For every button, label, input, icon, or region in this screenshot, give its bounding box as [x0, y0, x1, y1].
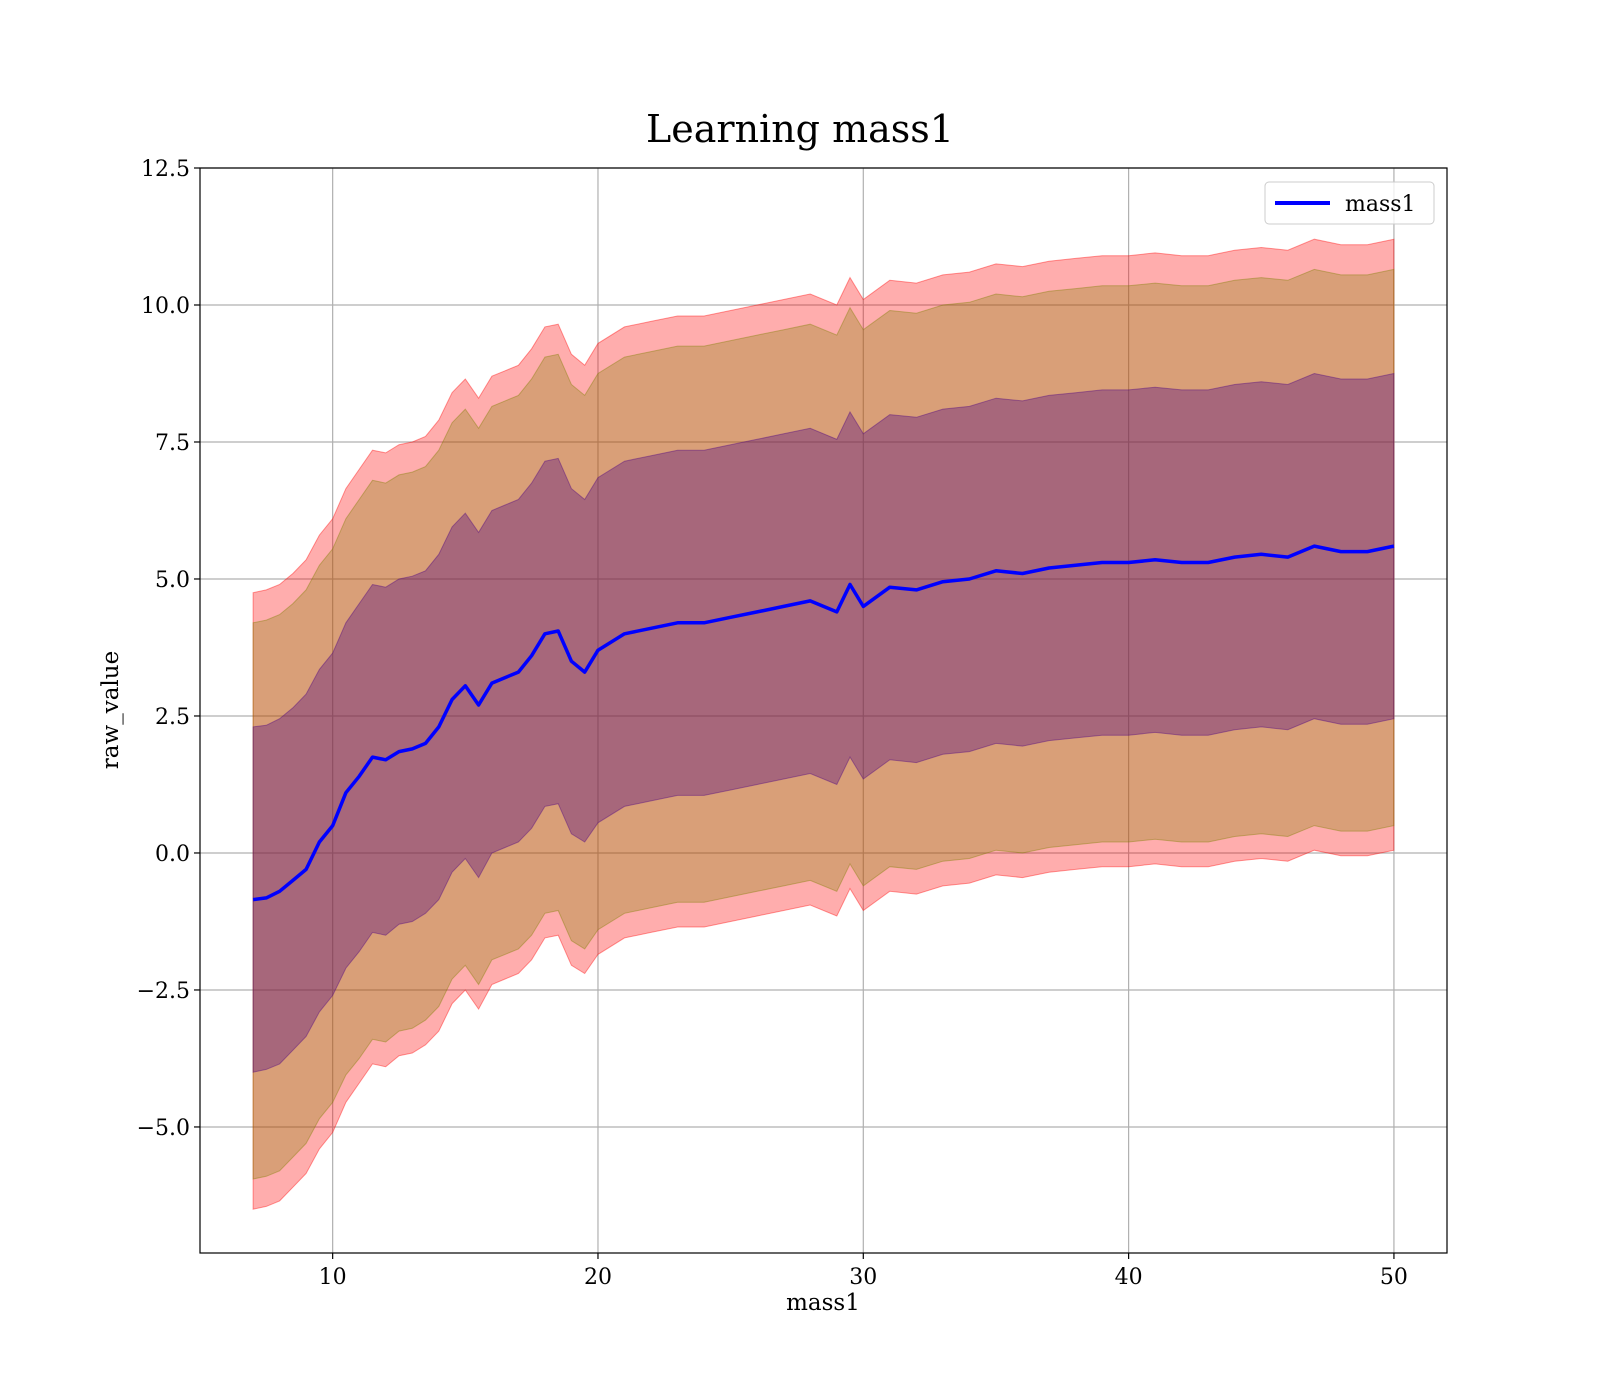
- confidence-band-3: [252, 238, 1395, 1210]
- y-tick-label: 2.5: [155, 705, 190, 730]
- x-tick-label: 30: [849, 1265, 877, 1290]
- series-line-mass1: [252, 544, 1395, 902]
- y-tick-label: 10.0: [141, 294, 190, 319]
- y-tick-label: 12.5: [141, 157, 190, 182]
- x-axis-ticks: 10 20 30 40 50: [319, 1253, 1408, 1290]
- plot-frame: [199, 167, 1448, 1254]
- legend-label: mass1: [1345, 192, 1416, 217]
- legend-box: [1264, 181, 1435, 225]
- x-tick-label: 20: [584, 1265, 612, 1290]
- y-tick-label: 0.0: [155, 842, 190, 867]
- x-tick-label: 40: [1115, 1265, 1143, 1290]
- x-axis-label: mass1: [786, 1290, 860, 1316]
- series-lines: [252, 544, 1395, 902]
- x-tick-label: 10: [319, 1265, 347, 1290]
- x-tick-label: 50: [1380, 1265, 1408, 1290]
- confidence-band-2: [252, 268, 1395, 1180]
- chart-title: Learning mass1: [646, 107, 954, 151]
- legend: mass1: [1264, 181, 1435, 225]
- y-tick-label: −5.0: [137, 1116, 190, 1141]
- y-axis-label: raw_value: [98, 651, 124, 769]
- confidence-band-1: [252, 372, 1395, 1073]
- y-axis-ticks: −5.0 −2.5 0.0 2.5 5.0 7.5 10.0 12.5: [137, 157, 200, 1141]
- y-tick-label: −2.5: [137, 979, 190, 1004]
- confidence-bands: [252, 238, 1395, 1210]
- y-tick-label: 7.5: [155, 431, 190, 456]
- y-tick-label: 5.0: [155, 568, 190, 593]
